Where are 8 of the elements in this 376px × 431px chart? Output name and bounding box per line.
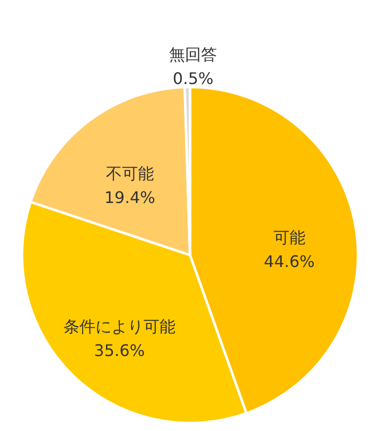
slice-label: 可能 [273,228,306,247]
slice-label: 無回答 [169,45,218,64]
slice-label: 条件により可能 [63,317,176,336]
data-label: 0.5% [172,69,214,88]
slice-label: 不可能 [106,164,154,184]
data-label: 35.6% [94,341,145,360]
data-label: 44.6% [264,252,315,271]
data-label: 19.4% [104,188,156,208]
